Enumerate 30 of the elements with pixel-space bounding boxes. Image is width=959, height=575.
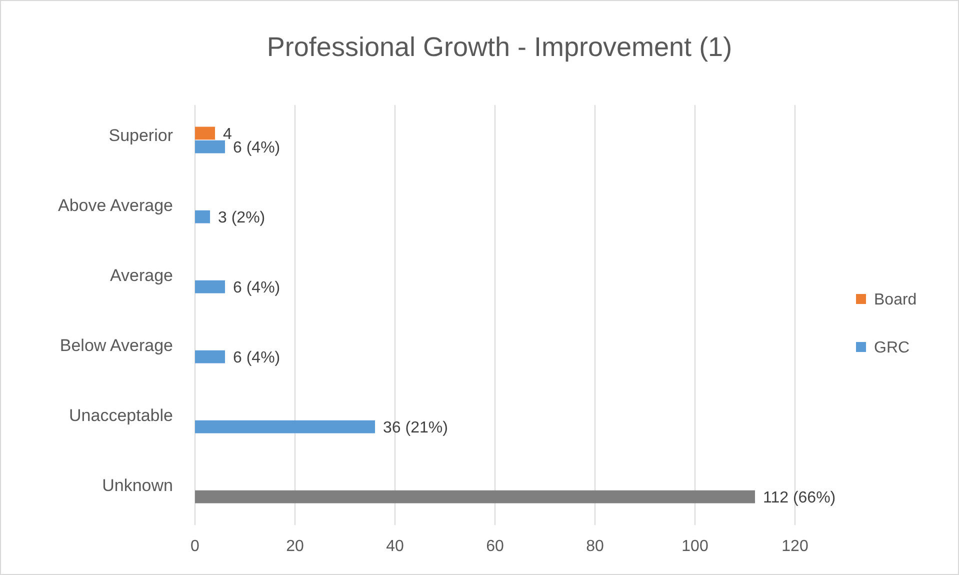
bar [195, 420, 375, 434]
y-tick-label: Average [110, 266, 173, 285]
bar [195, 280, 225, 294]
y-tick-label: Above Average [58, 196, 173, 215]
data-label: 36 (21%) [383, 419, 448, 436]
x-tick-label: 0 [190, 538, 200, 555]
y-tick-label: Unacceptable [69, 406, 173, 425]
x-tick-label: 80 [586, 538, 604, 555]
x-tick-label: 40 [386, 538, 404, 555]
x-tick-label: 60 [486, 538, 504, 555]
data-label: 6 (4%) [233, 349, 280, 366]
y-tick-label: Superior [108, 126, 174, 145]
y-tick-label: Unknown [102, 476, 173, 495]
x-tick-label: 120 [782, 538, 808, 555]
bar [195, 350, 225, 364]
data-label: 112 (66%) [763, 489, 836, 506]
x-tick-label: 20 [286, 538, 304, 555]
data-label: 6 (4%) [233, 139, 280, 156]
data-label: 4 [223, 126, 232, 143]
bar [195, 126, 215, 140]
bar [195, 210, 210, 224]
y-tick-label: Below Average [60, 336, 173, 355]
legend-label: GRC [874, 340, 910, 357]
x-tick-label: 100 [682, 538, 708, 555]
bar [195, 490, 755, 504]
chart-title: Professional Growth - Improvement (1) [266, 32, 732, 62]
data-label: 6 (4%) [233, 279, 280, 296]
data-label: 3 (2%) [218, 209, 266, 226]
bar [195, 140, 225, 154]
legend-label: Board [874, 292, 917, 309]
